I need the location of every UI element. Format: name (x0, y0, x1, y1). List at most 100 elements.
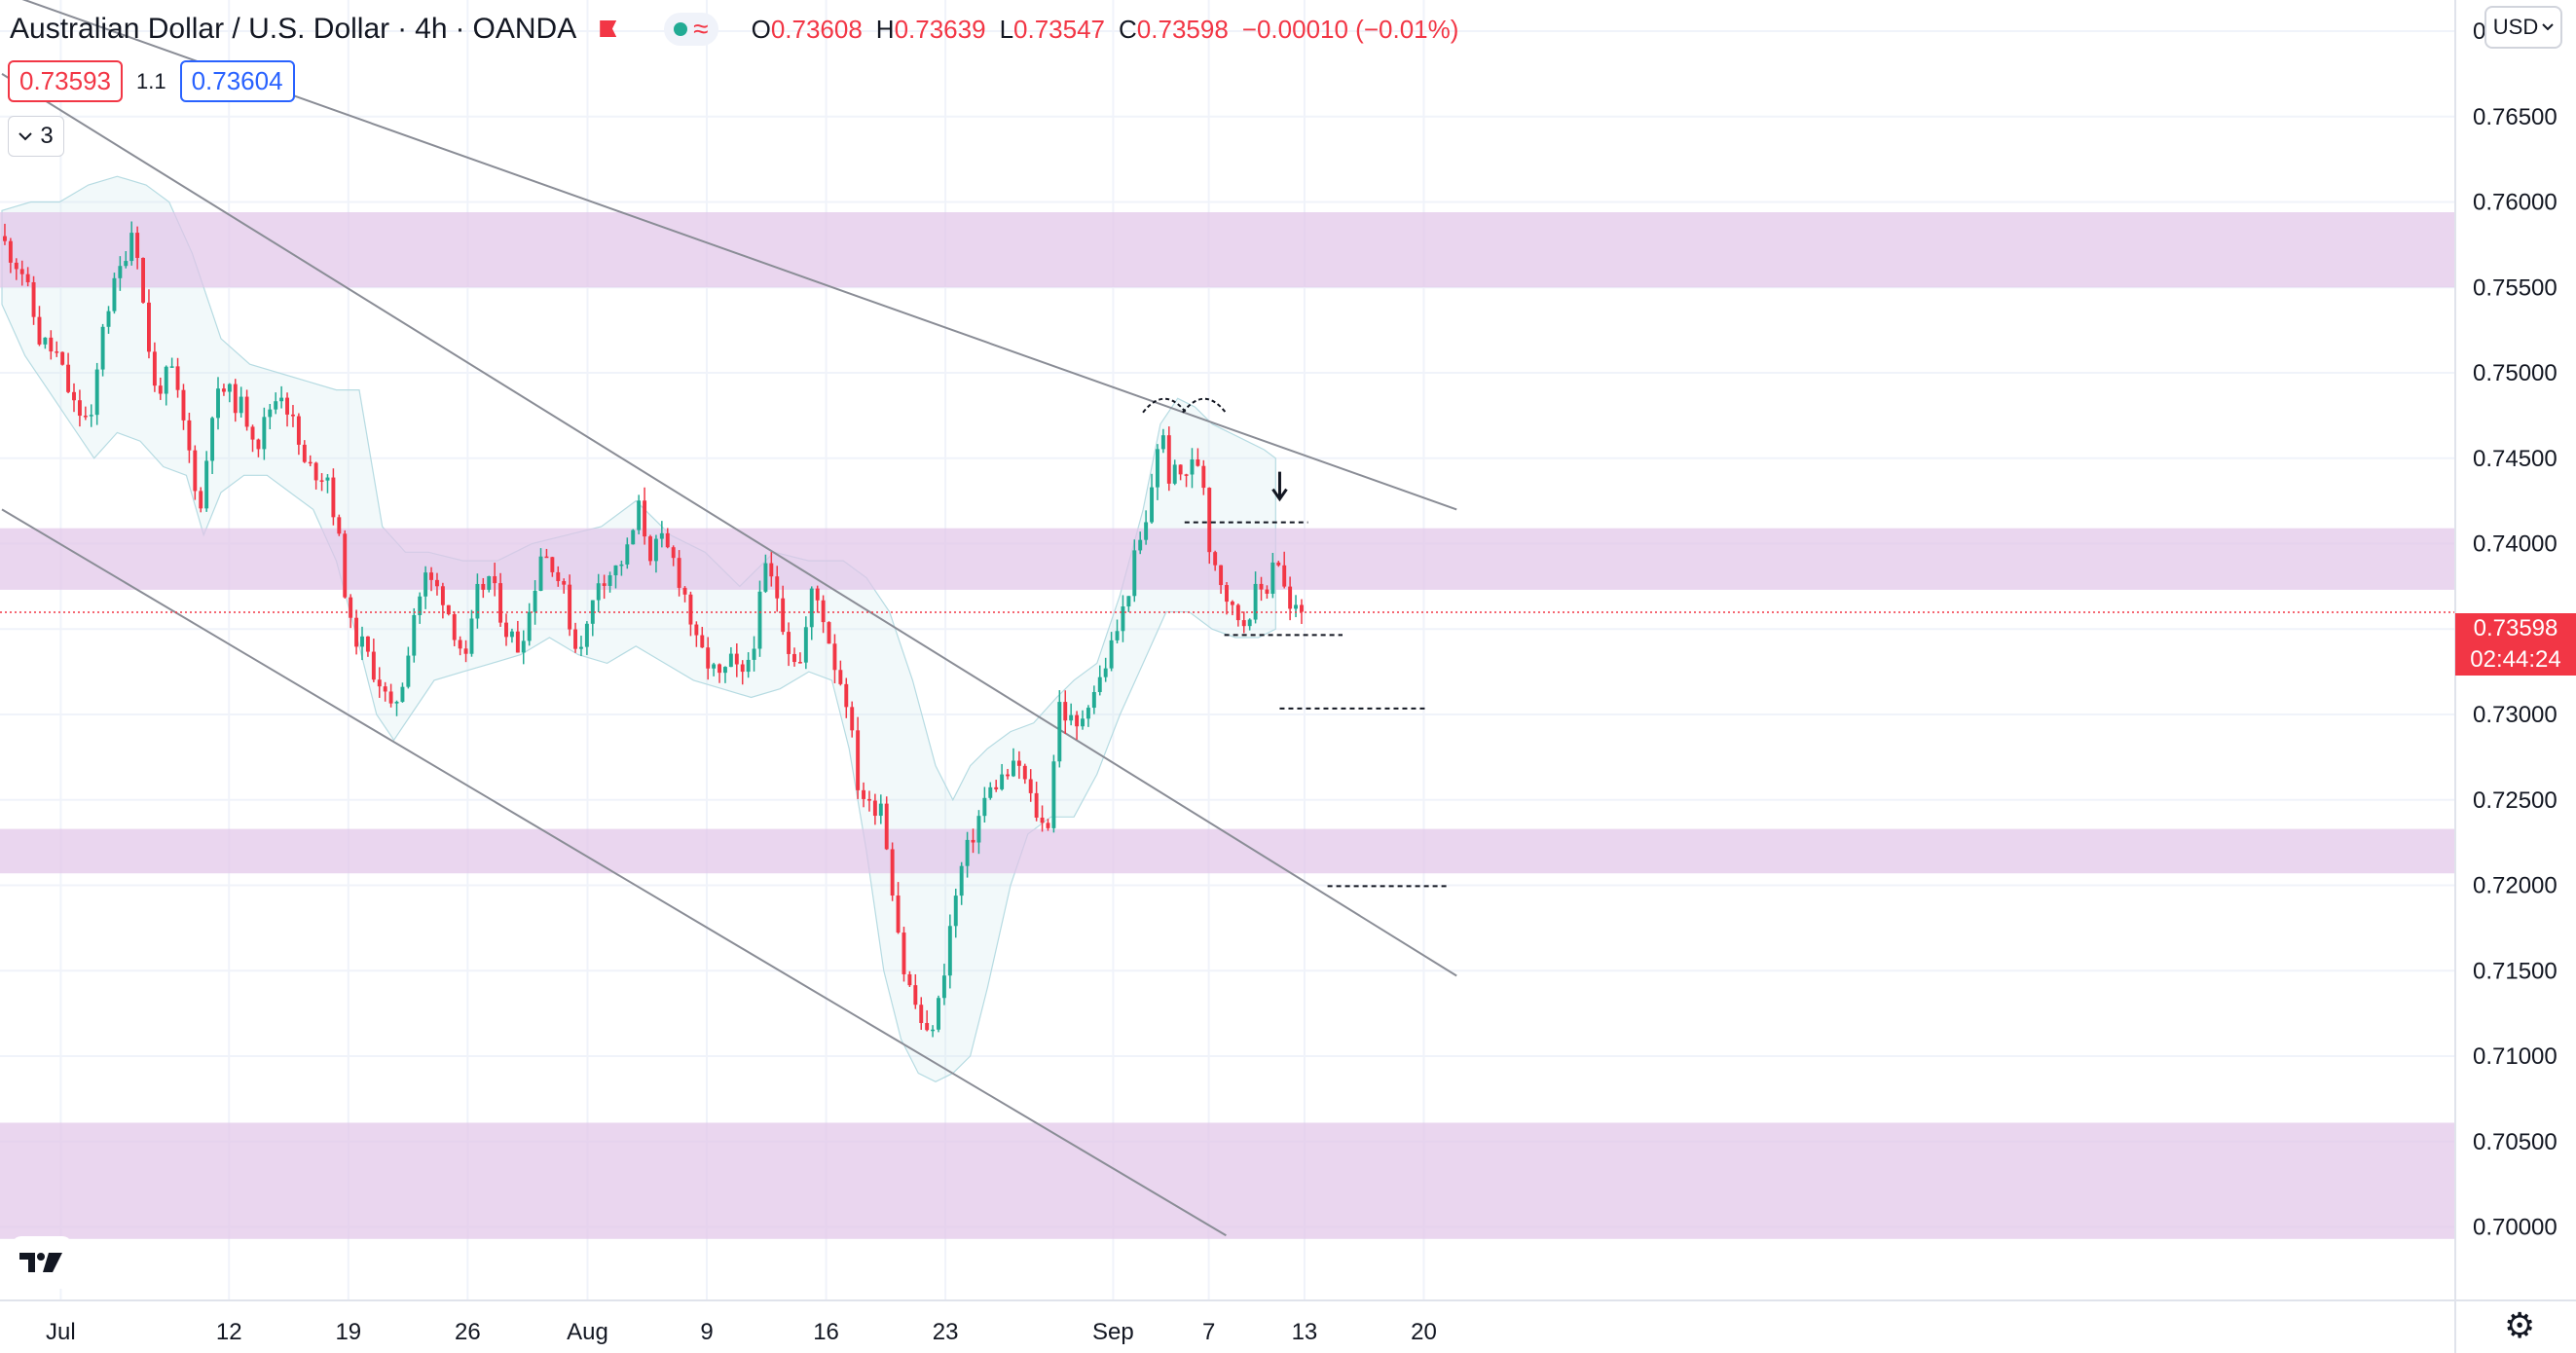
candle-body (844, 683, 849, 708)
candle-body (1253, 583, 1258, 620)
candle-body (781, 598, 786, 633)
candle-body (1103, 668, 1108, 677)
candle-body (919, 1005, 924, 1024)
candle-body (568, 584, 572, 630)
price-tick-label: 0.72500 (2473, 787, 2558, 814)
candle-body (302, 444, 307, 462)
indicators-toggle-button[interactable]: 3 (8, 116, 64, 157)
time-tick-label: 9 (700, 1319, 713, 1345)
open-value: 0.73608 (770, 14, 863, 44)
candle-body (256, 439, 261, 450)
candle-body (797, 662, 802, 664)
candle-body (931, 1029, 936, 1032)
candle-body (988, 786, 993, 798)
candle-body (1150, 487, 1154, 523)
candle-body (1213, 552, 1218, 566)
candle-body (181, 389, 186, 421)
header-separator-1: · (397, 13, 408, 45)
market-status-pill[interactable]: ≈ (664, 13, 718, 46)
candle-body (509, 631, 514, 638)
candle-body (325, 477, 330, 481)
candle-body (941, 975, 946, 999)
candle-body (452, 614, 457, 640)
candle-body (77, 400, 82, 417)
candle-body (596, 583, 601, 601)
candle-body (1225, 585, 1229, 603)
candle-body (1160, 435, 1165, 450)
tradingview-logo-icon[interactable] (12, 1236, 72, 1289)
candle-body (169, 366, 174, 368)
candle-body (734, 653, 739, 665)
candle-body (527, 611, 532, 641)
candle-body (118, 266, 123, 278)
candle-body (1144, 522, 1149, 540)
candle-body (590, 600, 595, 624)
price-tick-label: 0.72000 (2473, 873, 2558, 899)
candle-body (72, 391, 76, 401)
indicator-count: 3 (40, 123, 54, 149)
candle-body (884, 803, 889, 850)
currency-button[interactable]: USD (2484, 6, 2562, 49)
sell-price-button[interactable]: 0.73593 (8, 60, 123, 102)
candle-body (463, 648, 468, 654)
candle-body (481, 583, 486, 590)
candle-body (728, 653, 733, 668)
candle-body (1022, 765, 1027, 780)
candle-body (337, 517, 342, 534)
candle-body (239, 396, 243, 414)
candle-body (856, 730, 861, 790)
candle-body (250, 426, 255, 440)
candle-body (584, 623, 589, 647)
candle-body (659, 532, 664, 539)
candle-body (538, 556, 543, 591)
candle-body (878, 803, 883, 817)
candle-body (757, 591, 762, 649)
candle-body (925, 1023, 930, 1031)
time-axis-background (0, 1300, 2576, 1353)
candle-body (643, 500, 647, 537)
support-resistance-zone-4 (0, 1122, 2455, 1239)
candle-body (227, 384, 232, 392)
interval-label[interactable]: 4h (415, 13, 448, 45)
candle-body (308, 461, 313, 464)
candle-body (688, 594, 693, 625)
candle-body (141, 257, 145, 303)
buy-price-button[interactable]: 0.73604 (179, 60, 295, 102)
candle-body (682, 587, 687, 595)
candle-body (1016, 760, 1021, 766)
candle-body (1276, 562, 1281, 566)
candle-body (487, 576, 492, 590)
candle-body (619, 564, 624, 567)
candle-body (994, 786, 999, 789)
symbol-title[interactable]: Australian Dollar / U.S. Dollar (10, 13, 390, 45)
candle-body (544, 556, 549, 559)
candle-body (1166, 435, 1171, 484)
candle-body (1282, 565, 1287, 587)
candle-body (1300, 604, 1304, 612)
candle-body (573, 629, 577, 649)
candle-body (867, 798, 871, 801)
candle-body (1196, 459, 1200, 466)
candle-body (850, 707, 855, 731)
candle-body (752, 648, 756, 660)
flag-icon[interactable] (598, 19, 617, 39)
candle-body (625, 544, 630, 565)
candle-body (210, 418, 215, 461)
candle-body (331, 477, 336, 518)
candle-body (653, 538, 658, 562)
candle-body (268, 409, 273, 418)
candle-body (821, 600, 826, 623)
time-tick-label: 20 (1411, 1319, 1437, 1345)
candle-body (83, 416, 88, 418)
time-tick-label: 7 (1202, 1319, 1215, 1345)
time-tick-label: Aug (567, 1319, 608, 1345)
candle-body (613, 565, 618, 576)
quote-boxes: 0.73593 1.1 0.73604 (8, 60, 295, 102)
candle-body (907, 973, 912, 986)
candle-body (665, 532, 670, 548)
candle-body (712, 664, 717, 669)
candle-body (475, 583, 480, 619)
trendline-3 (1, 508, 1227, 1237)
gear-icon[interactable]: ⚙ (2504, 1305, 2536, 1345)
